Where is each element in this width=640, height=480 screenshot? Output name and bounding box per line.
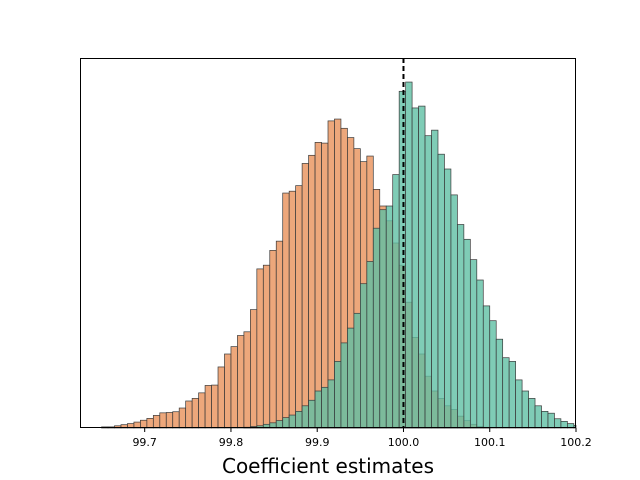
histogram-bar-series-1-bin-32 [301,163,309,429]
histogram-bar-series-1-bin-33 [308,154,316,429]
histogram-bar-series-2-bin-31 [437,153,445,429]
histogram-bar-series-2-bin-34 [457,224,465,429]
histogram-bar-series-2-bin-49 [554,418,562,429]
histogram-bar-series-2-bin-21 [372,227,381,429]
histogram-bar-series-1-bin-17 [204,385,212,429]
histogram-bar-series-2-bin-24 [392,174,400,429]
histogram-bars [101,81,577,429]
histogram-bar-series-1-bin-8 [146,418,154,429]
histogram-bar-series-2-bin-9 [295,411,303,429]
histogram-bar-series-1-bin-13 [178,407,187,429]
x-tick-label-3: 99.9 [305,436,330,449]
histogram-bar-series-1-bin-21 [230,346,238,429]
histogram-bar-series-1-bin-23 [243,331,251,429]
x-tick-label-5: 100.1 [474,436,506,449]
histogram-bar-series-1-bin-26 [262,264,271,429]
histogram-bar-series-2-bin-20 [366,261,374,429]
histogram-bar-series-2-bin-42 [508,361,516,429]
histogram-bar-series-1-bin-9 [152,415,161,429]
histogram-bar-series-1-bin-14 [185,400,193,429]
histogram-bar-series-2-bin-17 [347,327,355,429]
histogram-bar-series-2-bin-46 [534,405,542,429]
histogram-bar-series-2-bin-43 [515,379,523,429]
histogram-bar-series-1-bin-18 [211,384,219,429]
x-axis-ticks: 99.7 99.8 99.9 100.0 100.1 100.2 [132,428,592,449]
histogram-bar-series-2-bin-33 [450,194,458,429]
histogram-bar-series-1-bin-27 [269,250,277,429]
x-axis-title: Coefficient estimates [222,454,434,478]
histogram-bar-series-1-bin-31 [295,185,303,429]
histogram-bar-series-2-bin-18 [353,312,361,429]
histogram-bar-series-1-bin-24 [250,309,258,429]
histogram-bar-series-2-bin-7 [282,417,290,429]
x-tick-label-6: 100.2 [560,436,592,449]
histogram-bar-series-2-bin-6 [275,420,284,429]
x-tick-label-2: 99.8 [219,436,244,449]
histogram-bar-series-2-bin-15 [334,361,342,429]
histogram-bar-series-2-bin-48 [547,412,555,429]
histogram-bar-series-2-bin-10 [301,405,309,429]
histogram-bar-series-2-bin-40 [495,338,504,429]
histogram-bar-series-2-bin-12 [314,390,322,429]
histogram-bar-series-1-bin-25 [256,268,264,429]
histogram-bar-series-2-bin-39 [489,320,497,429]
histogram-bar-series-1-bin-34 [314,142,322,429]
histogram-bar-series-2-bin-25 [398,90,406,429]
x-tick-label-1: 99.7 [132,436,157,449]
histogram-bar-series-2-bin-44 [521,390,529,429]
histogram-bar-series-2-bin-11 [308,399,316,429]
histogram-bar-series-2-bin-26 [405,81,413,429]
histogram-bar-series-2-bin-38 [482,305,491,429]
x-tick-label-4: 100.0 [388,436,420,449]
histogram-bar-series-2-bin-13 [321,386,329,429]
histogram-bar-series-1-bin-7 [140,419,148,429]
histogram-bar-series-1-bin-35 [321,142,329,429]
histogram-bar-series-2-bin-30 [431,129,439,429]
histogram-bar-series-2-bin-16 [340,342,348,429]
plot-frame [80,58,576,428]
histogram-bar-series-1-bin-22 [237,335,245,429]
histogram-bar-series-2-bin-45 [528,398,536,429]
histogram-bar-series-2-bin-28 [418,105,426,429]
histogram-bar-series-1-bin-28 [275,240,284,429]
histogram-bar-series-2-bin-23 [385,205,394,429]
histogram-bar-series-2-bin-37 [476,279,484,429]
histogram-bar-series-1-bin-10 [159,412,167,429]
histogram-bar-series-1-bin-19 [217,366,225,429]
histogram-bar-series-2-bin-32 [444,168,452,429]
histogram-bar-series-1-bin-30 [288,190,296,429]
histogram-bar-series-1-bin-29 [282,192,290,429]
histogram-bar-series-2-bin-41 [502,357,510,429]
histogram-bar-series-2-bin-47 [541,411,549,429]
histogram-bar-series-1-bin-11 [165,412,174,429]
histogram-bar-series-2-bin-27 [411,107,419,429]
histogram-bar-series-2-bin-35 [463,238,471,429]
histogram-bar-series-1-bin-20 [224,353,232,429]
histogram-bar-series-2-bin-22 [379,209,387,429]
histogram-bar-series-1-bin-16 [198,392,206,429]
histogram-bar-series-2-bin-8 [288,414,296,429]
histogram-bar-series-2-bin-19 [360,283,368,429]
histogram-bar-series-1-bin-15 [191,398,199,429]
histogram-bar-series-2-bin-36 [469,259,478,429]
histogram-bar-series-2-bin-14 [327,379,335,429]
histogram-bar-series-1-bin-12 [172,411,180,429]
histogram-bar-series-2-bin-29 [424,135,432,429]
